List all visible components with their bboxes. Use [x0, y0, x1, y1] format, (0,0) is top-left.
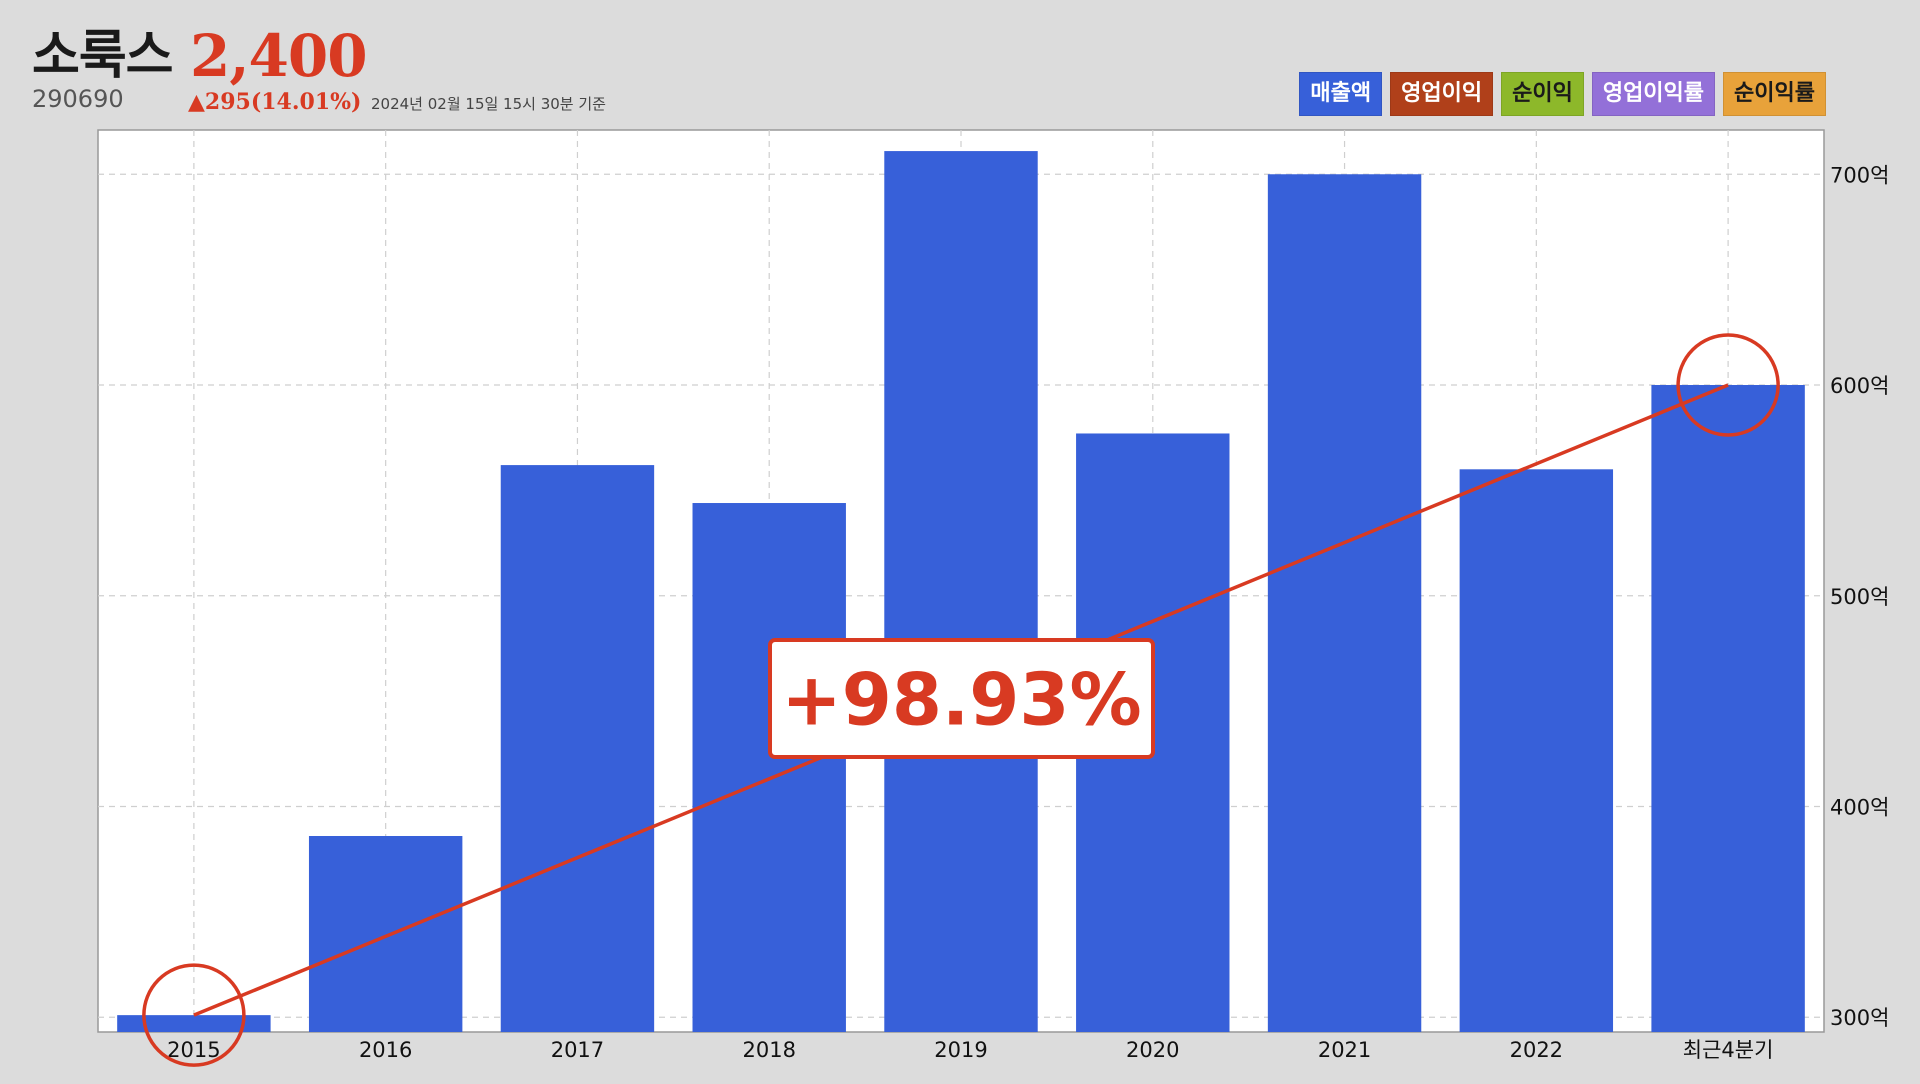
bar: [1267, 174, 1422, 1032]
legend-item[interactable]: 매출액: [1299, 72, 1383, 116]
y-tick-label: 300억: [1830, 1006, 1889, 1030]
bar: [308, 836, 463, 1032]
x-tick-label: 2019: [934, 1038, 987, 1062]
stock-price: 2,400: [190, 22, 368, 90]
x-tick-label: 2022: [1510, 1038, 1563, 1062]
x-tick-label: 2018: [742, 1038, 795, 1062]
x-tick-label: 2017: [551, 1038, 604, 1062]
company-name: 소룩스: [32, 26, 174, 86]
y-tick-label: 700억: [1830, 163, 1889, 187]
x-tick-label: 2015: [167, 1038, 220, 1062]
ticker-code: 290690: [32, 85, 124, 113]
end-marker-circle: [1676, 333, 1780, 437]
x-tick-label: 최근4분기: [1683, 1038, 1774, 1062]
price-change: ▲295(14.01%): [188, 89, 362, 115]
legend-item[interactable]: 순이익: [1501, 72, 1584, 116]
bar: [500, 465, 655, 1033]
bar: [1459, 469, 1614, 1033]
y-tick-label: 500억: [1830, 585, 1889, 609]
bar: [117, 1015, 271, 1032]
as-of-timestamp: 2024년 02월 15일 15시 30분 기준: [371, 95, 606, 113]
header: 소룩스 2,400 290690 ▲295(14.01%) 2024년 02월 …: [32, 22, 1892, 132]
bar: [692, 503, 846, 1032]
start-marker-circle: [142, 963, 246, 1067]
growth-label: +98.93%: [781, 658, 1141, 742]
legend-item[interactable]: 순이익률: [1723, 72, 1826, 116]
bar: [884, 151, 1038, 1032]
growth-label-box: [768, 638, 1155, 759]
y-tick-label: 400억: [1830, 796, 1889, 820]
legend-item[interactable]: 영업이익: [1390, 72, 1494, 116]
legend-item[interactable]: 영업이익률: [1591, 72, 1716, 116]
x-tick-label: 2021: [1318, 1038, 1371, 1062]
x-tick-label: 2020: [1126, 1038, 1179, 1062]
y-tick-label: 600억: [1830, 374, 1889, 398]
legend: 매출액 영업이익 순이익 영업이익률 순이익률: [1299, 72, 1826, 116]
bar: [1651, 385, 1805, 1033]
x-tick-label: 2016: [359, 1038, 412, 1062]
